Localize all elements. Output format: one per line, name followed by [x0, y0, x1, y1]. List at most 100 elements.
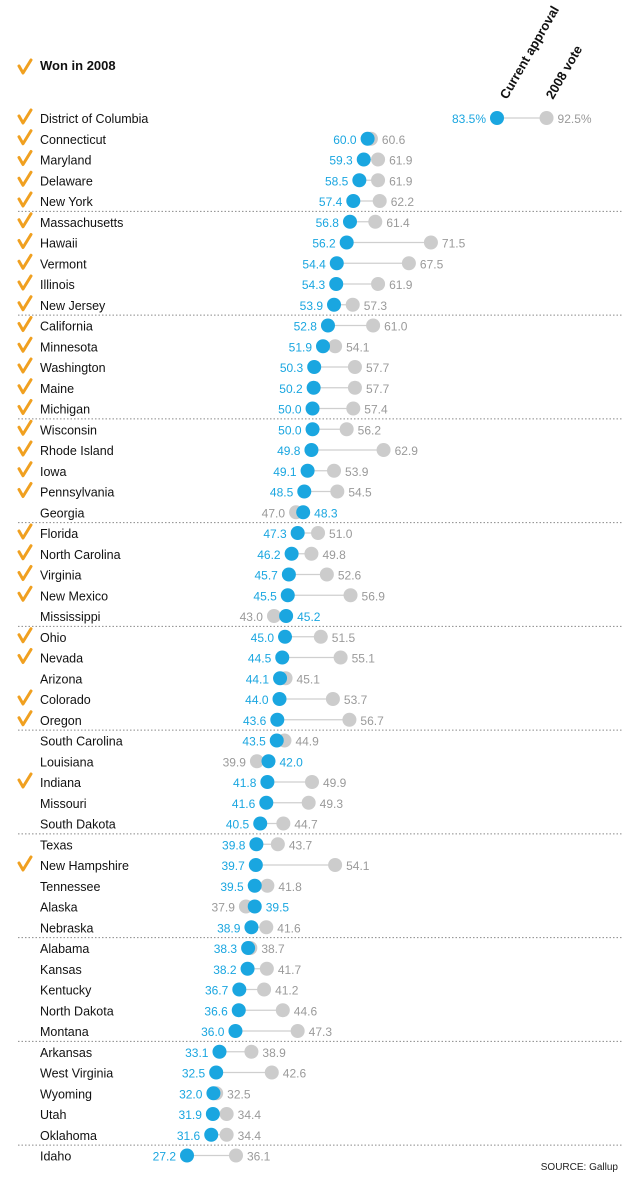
table-row: Idaho 27.2 36.1 [40, 1148, 271, 1164]
current-approval-label: 36.0 [201, 1025, 225, 1039]
table-row: Massachusetts 56.8 61.4 [17, 212, 410, 230]
state-label: Vermont [40, 257, 87, 271]
state-label: Hawaii [40, 237, 78, 251]
vote-2008-label: 57.4 [364, 403, 388, 417]
legend-check-icon [17, 58, 33, 75]
state-label: New Mexico [40, 589, 108, 603]
current-approval-label: 39.5 [220, 880, 244, 894]
vote-2008-dot [371, 277, 386, 291]
table-row: Utah 31.9 34.4 [40, 1107, 261, 1122]
current-approval-dot [280, 588, 295, 603]
vote-2008-label: 62.9 [395, 444, 419, 458]
current-approval-dot [205, 1107, 220, 1121]
table-row: South Dakota 40.5 44.7 [18, 816, 622, 835]
table-row: New Mexico 45.5 56.9 [17, 585, 385, 603]
vote-2008-label: 41.8 [278, 880, 302, 894]
state-label: New Hampshire [40, 859, 129, 873]
vote-2008-dot [328, 339, 343, 354]
vote-2008-dot [345, 297, 360, 312]
current-approval-label: 46.2 [257, 548, 281, 562]
table-row: Missouri 41.6 49.3 [40, 795, 343, 811]
table-row: Nebraska 38.9 41.6 [18, 920, 622, 939]
vote-2008-label: 38.9 [262, 1046, 286, 1060]
state-label: Kentucky [40, 984, 92, 998]
table-row: Florida 47.3 51.0 [17, 523, 353, 541]
state-label: Wyoming [40, 1087, 92, 1101]
table-row: Indiana 41.8 49.9 [17, 772, 347, 790]
current-approval-dot [297, 484, 312, 499]
table-row: Kentucky 36.7 41.2 [40, 982, 299, 998]
vote-2008-dot [319, 567, 334, 582]
table-row: Virginia 45.7 52.6 [17, 565, 362, 583]
won-check-icon [17, 419, 33, 436]
vote-2008-dot [301, 795, 316, 810]
current-approval-dot [204, 1127, 219, 1142]
vote-2008-dot [275, 1003, 290, 1018]
state-label: Georgia [40, 506, 85, 520]
state-label: West Virginia [40, 1067, 113, 1081]
current-approval-label: 48.5 [270, 486, 294, 500]
vote-2008-label: 92.5% [558, 112, 592, 126]
vote-2008-label: 53.7 [344, 693, 368, 707]
won-check-icon [17, 544, 33, 561]
state-label: Maryland [40, 154, 91, 168]
won-check-icon [17, 191, 33, 208]
current-approval-dot [259, 795, 274, 810]
vote-2008-dot [346, 401, 361, 416]
state-label: Arkansas [40, 1046, 92, 1060]
current-approval-label: 56.2 [312, 237, 336, 251]
won-check-icon [17, 710, 33, 727]
current-approval-label: 54.3 [302, 278, 326, 292]
current-approval-dot [273, 671, 288, 686]
current-approval-label: 51.9 [289, 340, 313, 354]
vote-2008-dot [347, 380, 362, 395]
won-check-icon [17, 295, 33, 312]
current-approval-label: 44.0 [245, 693, 269, 707]
vote-2008-label: 43.0 [240, 610, 264, 624]
won-check-icon [17, 316, 33, 332]
current-approval-dot [329, 256, 344, 271]
vote-2008-dot [244, 1044, 259, 1059]
won-check-icon [17, 585, 33, 602]
vote-2008-label: 34.4 [238, 1108, 262, 1122]
won-check-icon [17, 565, 33, 581]
vote-2008-dot [539, 111, 554, 125]
state-label: Oklahoma [40, 1129, 97, 1143]
state-label: Virginia [40, 569, 82, 583]
current-approval-label: 83.5% [452, 112, 486, 126]
state-label: Washington [40, 361, 106, 375]
vote-2008-label: 51.0 [329, 527, 353, 541]
state-label: Utah [40, 1108, 66, 1122]
vote-2008-label: 43.7 [289, 838, 313, 852]
state-label: Michigan [40, 403, 90, 417]
current-approval-dot [307, 360, 322, 374]
table-row: Rhode Island 49.8 62.9 [17, 440, 419, 458]
table-row: Louisiana 42.0 39.9 [40, 754, 303, 769]
current-approval-label: 58.5 [325, 174, 349, 188]
state-label: Florida [40, 527, 78, 541]
won-check-icon [17, 399, 33, 415]
current-approval-label: 38.9 [217, 921, 241, 935]
current-approval-label: 50.0 [278, 423, 302, 437]
current-approval-dot [306, 380, 321, 395]
current-approval-dot [244, 920, 259, 935]
current-approval-label: 48.3 [314, 506, 338, 520]
vote-2008-label: 42.6 [283, 1067, 307, 1081]
state-label: Nevada [40, 652, 83, 666]
current-approval-dot [180, 1148, 194, 1163]
table-row: New York 57.4 62.2 [17, 191, 622, 212]
vote-2008-label: 49.9 [323, 776, 347, 790]
current-approval-dot [296, 505, 311, 520]
state-label: Louisiana [40, 755, 94, 769]
current-approval-label: 41.6 [232, 797, 256, 811]
state-label: Kansas [40, 963, 82, 977]
vote-2008-dot [366, 318, 381, 333]
current-approval-label: 33.1 [185, 1046, 209, 1060]
vote-2008-label: 34.4 [238, 1129, 262, 1143]
state-label: South Carolina [40, 735, 123, 749]
vote-2008-dot [313, 629, 328, 644]
vote-2008-dot [342, 712, 357, 727]
vote-2008-label: 54.1 [346, 340, 370, 354]
current-approval-dot [249, 837, 264, 852]
